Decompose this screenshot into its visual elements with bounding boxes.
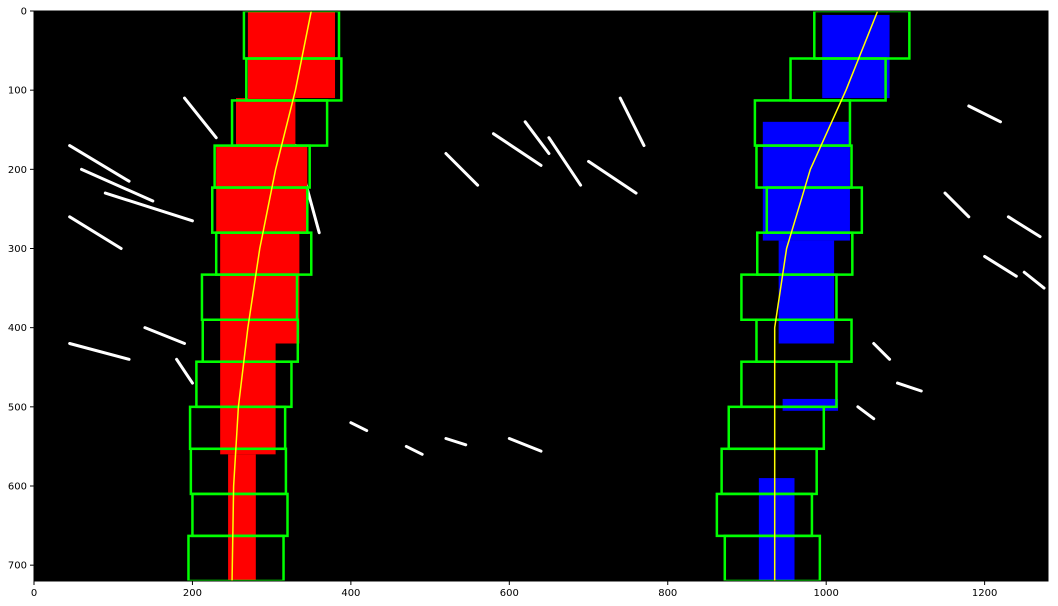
noise-streak [507, 437, 543, 453]
noise-streak [523, 120, 551, 155]
left-window [187, 534, 285, 581]
noise-streak [943, 191, 971, 219]
image-axes [33, 10, 1049, 582]
noise-streak [856, 405, 876, 421]
noise-streak [444, 152, 480, 187]
noise-streak [68, 144, 131, 183]
y-axis-ticks: 0 100 200 300 400 500 600 700 [8, 7, 34, 572]
right-window [723, 534, 822, 581]
y-tick-label: 300 [8, 244, 27, 255]
noise-streak [983, 254, 1018, 278]
right-fit-line [773, 11, 879, 581]
right-lane-pixels [758, 478, 795, 581]
y-tick-label: 0 [21, 7, 27, 18]
noise-streak [587, 159, 638, 195]
right-lane-pixels [778, 240, 835, 344]
noise-streak [143, 326, 187, 345]
y-tick-label: 700 [8, 561, 27, 572]
y-tick-label: 500 [8, 402, 27, 413]
white-noise-pixels [68, 25, 1046, 456]
x-tick-label: 400 [341, 588, 360, 599]
noise-streak [1022, 270, 1046, 290]
y-tick-label: 600 [8, 482, 27, 493]
binary-warped-image [34, 11, 1048, 581]
left-lane-pixels [220, 343, 276, 455]
noise-streak [895, 381, 923, 393]
left-fit-line [231, 11, 313, 581]
x-tick-label: 0 [31, 588, 37, 599]
x-tick-label: 200 [183, 588, 202, 599]
noise-streak [103, 191, 194, 223]
x-tick-label: 1200 [972, 588, 997, 599]
noise-streak [68, 342, 131, 361]
x-axis-ticks: 0 200 400 600 800 1000 1200 [31, 581, 997, 599]
noise-streak [872, 342, 892, 361]
noise-streak [80, 167, 155, 203]
polynomial-fit-layer [231, 11, 879, 581]
x-tick-label: 1000 [813, 588, 838, 599]
noise-streak [175, 357, 194, 385]
noise-streak [1006, 215, 1042, 239]
x-tick-label: 600 [500, 588, 519, 599]
noise-streak [491, 132, 543, 167]
y-tick-label: 200 [8, 165, 27, 176]
right-lane-pixels [782, 398, 839, 411]
right-lane-pixels [822, 14, 890, 99]
noise-streak [349, 421, 369, 433]
noise-streak [404, 444, 424, 456]
axes-frame [33, 10, 1049, 582]
y-tick-label: 400 [8, 323, 27, 334]
y-tick-label: 100 [8, 86, 27, 97]
noise-streak [183, 96, 218, 140]
noise-streak [547, 136, 583, 187]
noise-streak [68, 215, 123, 250]
noise-streak [618, 96, 646, 148]
noise-streak [444, 437, 468, 447]
left-lane-pixels [216, 145, 308, 233]
x-tick-label: 800 [658, 588, 677, 599]
noise-streak [967, 104, 1002, 124]
left-lane-pixels [236, 98, 296, 150]
left-lane-pixels [247, 11, 336, 99]
